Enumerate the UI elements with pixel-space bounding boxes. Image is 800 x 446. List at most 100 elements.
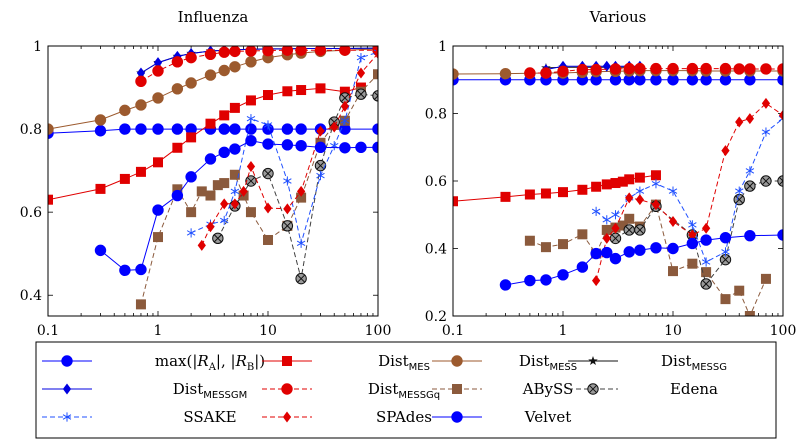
data-point-ssake xyxy=(701,257,711,267)
data-point-maxr xyxy=(245,123,257,135)
x-tick-label: 10 xyxy=(664,323,682,339)
legend-marker-abyss xyxy=(452,384,462,394)
data-point-messgq xyxy=(667,62,679,75)
data-point-spades xyxy=(701,222,711,234)
data-point-abyss xyxy=(720,294,731,305)
legend-marker-spades xyxy=(282,411,292,423)
data-point-mes xyxy=(119,173,130,184)
data-point-mess xyxy=(185,77,197,89)
series-group xyxy=(48,46,378,310)
data-point-maxr xyxy=(171,123,184,135)
data-point-messgm xyxy=(602,60,611,72)
data-point-spades xyxy=(602,232,611,244)
data-point-mes xyxy=(634,172,645,183)
data-point-velvet xyxy=(229,143,241,155)
y-tick-label: 0.8 xyxy=(425,107,447,123)
data-point-velvet xyxy=(314,141,327,154)
data-point-edena xyxy=(719,253,732,266)
data-point-maxr xyxy=(152,123,164,135)
data-point-velvet xyxy=(499,279,512,291)
data-point-messgq xyxy=(623,62,635,75)
legend-marker-messg xyxy=(588,356,598,366)
data-point-ssake xyxy=(356,53,366,63)
data-point-mess xyxy=(119,104,131,117)
data-point-velvet xyxy=(744,229,756,242)
data-point-spades xyxy=(591,275,601,287)
data-point-edena xyxy=(262,167,274,180)
data-point-maxr xyxy=(295,123,307,135)
data-point-velvet xyxy=(719,232,732,244)
data-point-spades xyxy=(356,67,366,79)
legend-entry-messg: DistMESSG xyxy=(568,352,727,373)
data-point-velvet xyxy=(609,252,622,265)
data-point-abyss xyxy=(229,169,240,180)
legend-entry-spades: SPAdes xyxy=(262,408,432,426)
data-point-spades xyxy=(611,222,620,234)
data-point-spades xyxy=(688,229,697,241)
data-point-velvet xyxy=(135,263,147,276)
data-point-abyss xyxy=(153,232,163,243)
data-point-mes xyxy=(540,188,551,199)
data-point-spades xyxy=(651,199,661,211)
data-point-velvet xyxy=(650,242,662,254)
data-point-abyss xyxy=(205,190,216,201)
data-point-mess xyxy=(245,56,257,68)
data-point-velvet xyxy=(355,141,367,154)
data-point-velvet xyxy=(152,204,164,216)
x-tick-label: 100 xyxy=(770,323,797,339)
legend-label: DistMESS xyxy=(519,352,577,373)
legend-label: Velvet xyxy=(524,408,572,426)
data-point-mess xyxy=(94,114,107,126)
data-point-edena xyxy=(760,175,772,187)
data-point-edena xyxy=(744,180,756,192)
legend-entry-messgm: DistMESSGM xyxy=(42,380,247,401)
data-point-ssake xyxy=(745,166,755,176)
data-point-messgm xyxy=(153,57,163,69)
data-point-velvet xyxy=(667,242,679,255)
data-point-abyss xyxy=(577,229,588,240)
data-point-ssake xyxy=(651,179,661,189)
data-point-messgq xyxy=(218,46,230,58)
data-point-ssake xyxy=(263,120,273,130)
data-point-mes xyxy=(610,178,621,189)
data-point-mes xyxy=(577,184,588,195)
legend-marker-mes xyxy=(282,356,292,366)
legend-marker-messgq xyxy=(281,383,293,395)
data-point-ssake xyxy=(611,210,620,220)
x-tick-label: 0.1 xyxy=(442,323,464,339)
data-point-spades xyxy=(625,192,634,204)
data-point-messgq xyxy=(524,67,536,79)
data-point-mes xyxy=(339,86,350,97)
data-point-spades xyxy=(220,198,229,210)
data-point-messgq xyxy=(700,62,712,75)
x-tick-label: 100 xyxy=(365,323,392,339)
data-point-abyss xyxy=(296,192,307,203)
data-point-mes xyxy=(186,132,197,143)
data-point-mess xyxy=(218,64,230,77)
legend-marker-maxr xyxy=(61,355,73,367)
legend-entry-maxr: max(|RA|, |RB|) xyxy=(42,352,265,373)
data-point-spades xyxy=(373,47,378,59)
data-point-abyss xyxy=(760,273,771,284)
data-point-ssake xyxy=(340,116,350,126)
data-point-mes xyxy=(135,166,146,177)
data-point-spades xyxy=(340,100,350,112)
data-point-mess xyxy=(229,61,241,73)
data-point-mes xyxy=(296,85,307,96)
data-point-edena xyxy=(212,232,224,245)
data-point-velvet xyxy=(171,189,184,202)
data-point-velvet xyxy=(339,142,351,154)
series-line-mes xyxy=(48,87,362,201)
data-point-velvet xyxy=(700,234,712,246)
series-line-ssake xyxy=(595,118,783,263)
data-point-mess xyxy=(171,83,184,95)
data-point-mes xyxy=(524,189,535,200)
y-tick-label: 1 xyxy=(438,39,447,55)
data-point-mes xyxy=(453,196,458,207)
data-point-velvet xyxy=(94,244,107,257)
y-tick-label: 0.2 xyxy=(425,309,447,325)
data-point-messgq xyxy=(609,63,622,75)
data-point-messgq xyxy=(590,63,602,76)
data-point-maxr xyxy=(281,123,294,135)
